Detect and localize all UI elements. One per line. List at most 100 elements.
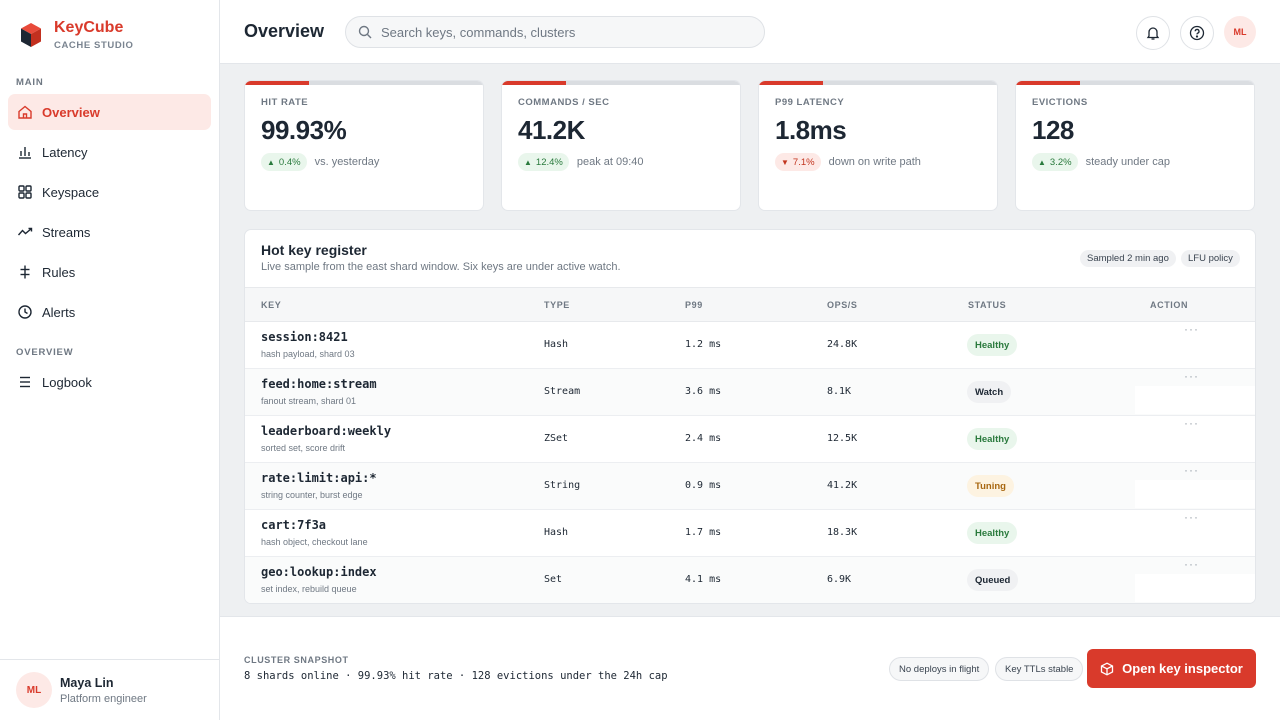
column-header-type[interactable]: TYPE	[544, 300, 570, 310]
key-ops: 18.3K	[827, 527, 858, 538]
key-description: hash object, checkout lane	[261, 537, 368, 547]
table-row[interactable]: geo:lookup:index set index, rebuild queu…	[245, 557, 1255, 603]
notifications-button[interactable]	[1136, 16, 1170, 50]
row-actions-button[interactable]: ···	[1184, 510, 1199, 524]
delta-badge: ▲ 12.4%	[518, 153, 569, 171]
kpi-note: vs. yesterday	[314, 156, 380, 168]
policy-pill: LFU policy	[1181, 250, 1240, 267]
sidebar-item-label: Streams	[42, 224, 91, 240]
deploys-pill: No deploys in flight	[889, 657, 990, 681]
topbar: Overview ML	[220, 0, 1280, 64]
kpi-progress-fill	[1016, 81, 1081, 85]
key-type: Hash	[544, 527, 569, 538]
table-row[interactable]: session:8421 hash payload, shard 03 Hash…	[245, 322, 1255, 369]
status-badge: Healthy	[967, 334, 1018, 356]
grid-icon	[18, 185, 32, 199]
row-actions-button[interactable]: ···	[1184, 463, 1199, 477]
column-header-status[interactable]: STATUS	[968, 300, 1007, 310]
column-header-key[interactable]: KEY	[261, 300, 282, 310]
user-card[interactable]: ML Maya Lin Platform engineer	[0, 659, 219, 720]
sidebar-item-streams[interactable]: Streams	[8, 214, 211, 250]
sidebar-item-keyspace[interactable]: Keyspace	[8, 174, 211, 210]
home-icon	[18, 105, 32, 119]
clock-icon	[18, 305, 32, 319]
sidebar-item-label: Logbook	[42, 374, 92, 390]
nav-section-overview: OVERVIEW	[16, 347, 74, 358]
search-bar[interactable]	[345, 16, 765, 48]
kpi-progress-fill	[759, 81, 824, 85]
bar-chart-icon	[19, 147, 31, 159]
arrow-up-icon: ▲	[1038, 157, 1046, 167]
rules-icon	[20, 265, 30, 279]
key-p99: 1.2 ms	[685, 339, 722, 350]
kpi-progress-bar	[502, 81, 740, 85]
user-avatar-button[interactable]: ML	[1224, 16, 1256, 48]
key-ops: 12.5K	[827, 433, 858, 444]
list-icon	[20, 376, 30, 388]
key-type: Hash	[544, 339, 569, 350]
sidebar-item-overview[interactable]: Overview	[8, 94, 211, 130]
key-ops: 8.1K	[827, 386, 852, 397]
table-row[interactable]: cart:7f3a hash object, checkout lane Has…	[245, 510, 1255, 557]
kpi-note: peak at 09:40	[576, 156, 644, 168]
bell-icon	[1146, 27, 1160, 40]
row-actions-button[interactable]: ···	[1184, 557, 1199, 571]
status-badge: Healthy	[967, 428, 1018, 450]
arrow-up-icon: ▲	[524, 157, 532, 167]
sidebar-item-rules[interactable]: Rules	[8, 254, 211, 290]
panel-subtitle: Live sample from the east shard window. …	[261, 261, 621, 273]
user-role: Platform engineer	[60, 692, 147, 705]
sidebar-item-latency[interactable]: Latency	[8, 134, 211, 170]
key-p99: 0.9 ms	[685, 480, 722, 491]
key-name: feed:home:stream	[261, 377, 377, 391]
nav-section-main: MAIN	[16, 77, 44, 88]
status-badge: Watch	[967, 381, 1012, 403]
help-button[interactable]	[1180, 16, 1214, 50]
search-icon	[358, 25, 372, 39]
row-actions-button[interactable]: ···	[1184, 416, 1199, 430]
key-p99: 1.7 ms	[685, 527, 722, 538]
button-label: Open key inspector	[1122, 661, 1243, 676]
key-type: ZSet	[544, 433, 569, 444]
sidebar-item-alerts[interactable]: Alerts	[8, 294, 211, 330]
table-header: KEY TYPE P99 OPS/S STATUS ACTION	[245, 287, 1255, 322]
sampled-pill: Sampled 2 min ago	[1080, 250, 1176, 267]
kpi-value: 128	[1032, 115, 1074, 145]
row-actions-button[interactable]: ···	[1184, 369, 1199, 383]
kpi-value: 99.93%	[261, 115, 347, 145]
page-title: Overview	[244, 21, 325, 41]
table-row[interactable]: leaderboard:weekly sorted set, score dri…	[245, 416, 1255, 463]
key-description: set index, rebuild queue	[261, 584, 357, 594]
snapshot-summary: 8 shards online · 99.93% hit rate · 128 …	[244, 670, 668, 682]
sidebar-item-label: Rules	[42, 264, 76, 280]
table-row[interactable]: feed:home:stream fanout stream, shard 01…	[245, 369, 1255, 416]
open-key-inspector-button[interactable]: Open key inspector	[1087, 649, 1256, 688]
status-badge: Tuning	[967, 475, 1014, 497]
box-icon	[1101, 661, 1114, 676]
delta-value: 3.2%	[1049, 156, 1072, 168]
kpi-label: P99 LATENCY	[775, 97, 845, 108]
table-row[interactable]: rate:limit:api:* string counter, burst e…	[245, 463, 1255, 510]
arrow-down-icon: ▼	[781, 157, 789, 167]
kpi-progress-fill	[245, 81, 310, 85]
key-name: session:8421	[261, 330, 348, 344]
column-header-ops[interactable]: OPS/S	[827, 300, 858, 310]
delta-value: 0.4%	[278, 156, 301, 168]
brand[interactable]: KeyCube CACHE STUDIO	[20, 20, 134, 51]
action-cell	[1135, 574, 1255, 602]
search-input[interactable]	[381, 24, 741, 40]
status-badge: Queued	[967, 569, 1019, 591]
key-name: geo:lookup:index	[261, 565, 377, 579]
status-badge: Healthy	[967, 522, 1018, 544]
ttl-pill: Key TTLs stable	[995, 657, 1084, 681]
row-actions-button[interactable]: ···	[1184, 322, 1199, 336]
key-description: string counter, burst edge	[261, 490, 363, 500]
key-type: String	[544, 480, 581, 491]
help-icon	[1189, 25, 1205, 41]
column-header-p99[interactable]: P99	[685, 300, 703, 310]
key-ops: 24.8K	[827, 339, 858, 350]
column-header-action: ACTION	[1150, 300, 1189, 310]
sidebar-item-logbook[interactable]: Logbook	[8, 364, 211, 400]
sidebar-item-label: Keyspace	[42, 184, 100, 200]
kpi-label: HIT RATE	[261, 97, 309, 108]
